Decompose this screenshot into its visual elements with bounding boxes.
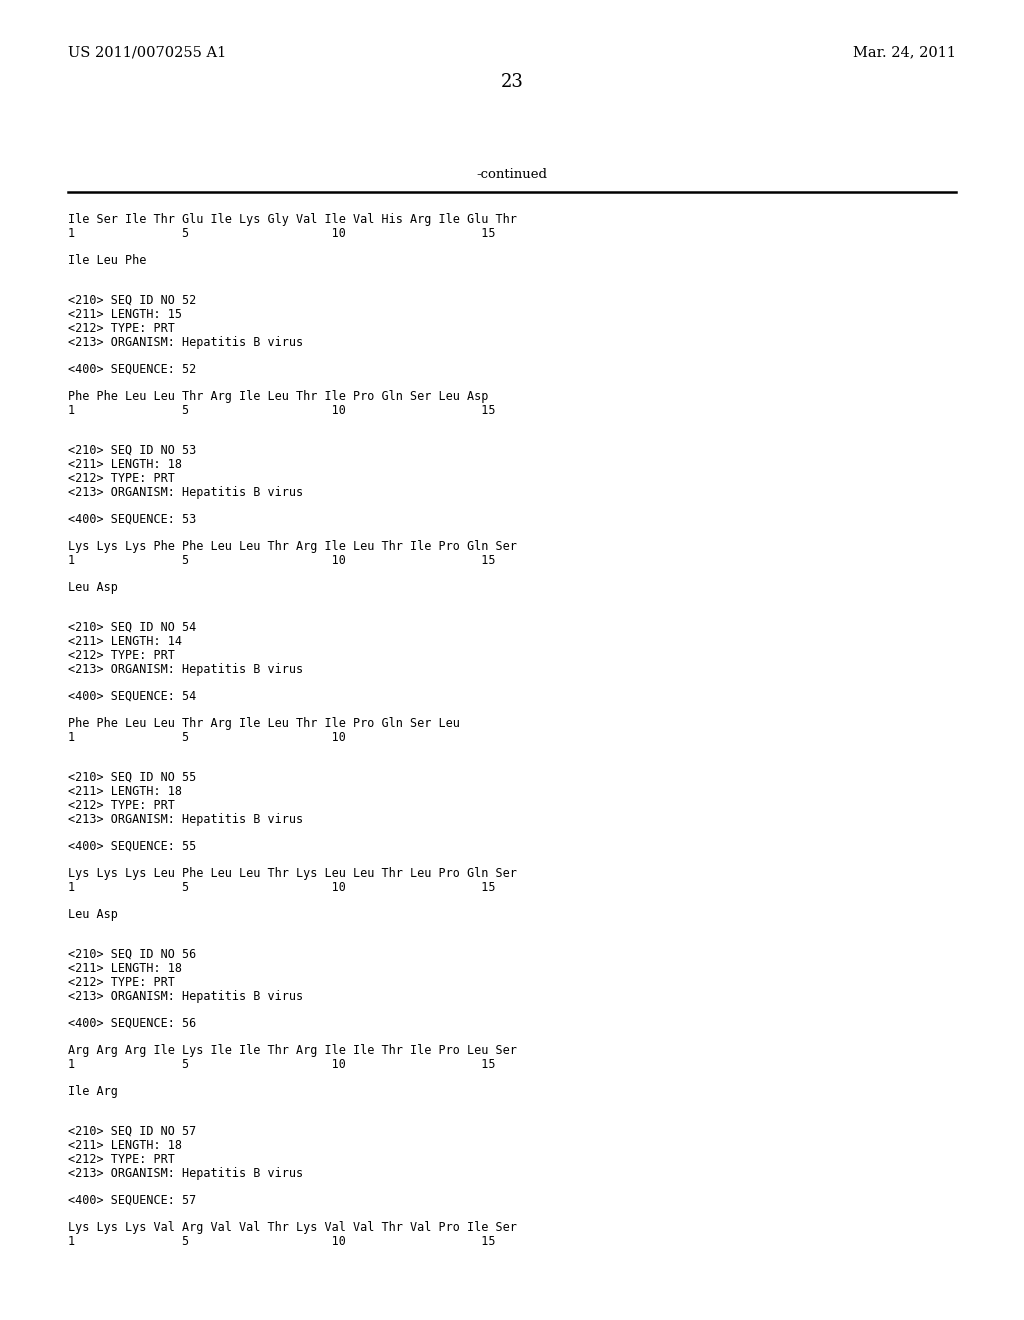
Text: <212> TYPE: PRT: <212> TYPE: PRT xyxy=(68,975,175,989)
Text: -continued: -continued xyxy=(476,169,548,181)
Text: US 2011/0070255 A1: US 2011/0070255 A1 xyxy=(68,45,226,59)
Text: <213> ORGANISM: Hepatitis B virus: <213> ORGANISM: Hepatitis B virus xyxy=(68,813,303,826)
Text: Ile Leu Phe: Ile Leu Phe xyxy=(68,253,146,267)
Text: <212> TYPE: PRT: <212> TYPE: PRT xyxy=(68,473,175,484)
Text: <400> SEQUENCE: 55: <400> SEQUENCE: 55 xyxy=(68,840,197,853)
Text: 1               5                    10                   15: 1 5 10 15 xyxy=(68,404,496,417)
Text: Leu Asp: Leu Asp xyxy=(68,908,118,921)
Text: <213> ORGANISM: Hepatitis B virus: <213> ORGANISM: Hepatitis B virus xyxy=(68,990,303,1003)
Text: Leu Asp: Leu Asp xyxy=(68,581,118,594)
Text: <210> SEQ ID NO 54: <210> SEQ ID NO 54 xyxy=(68,620,197,634)
Text: 23: 23 xyxy=(501,73,523,91)
Text: <211> LENGTH: 18: <211> LENGTH: 18 xyxy=(68,458,182,471)
Text: <212> TYPE: PRT: <212> TYPE: PRT xyxy=(68,1152,175,1166)
Text: <210> SEQ ID NO 52: <210> SEQ ID NO 52 xyxy=(68,294,197,308)
Text: <211> LENGTH: 18: <211> LENGTH: 18 xyxy=(68,1139,182,1152)
Text: 1               5                    10                   15: 1 5 10 15 xyxy=(68,554,496,568)
Text: <212> TYPE: PRT: <212> TYPE: PRT xyxy=(68,799,175,812)
Text: 1               5                    10                   15: 1 5 10 15 xyxy=(68,227,496,240)
Text: <212> TYPE: PRT: <212> TYPE: PRT xyxy=(68,322,175,335)
Text: Phe Phe Leu Leu Thr Arg Ile Leu Thr Ile Pro Gln Ser Leu: Phe Phe Leu Leu Thr Arg Ile Leu Thr Ile … xyxy=(68,717,460,730)
Text: <211> LENGTH: 18: <211> LENGTH: 18 xyxy=(68,785,182,799)
Text: <400> SEQUENCE: 54: <400> SEQUENCE: 54 xyxy=(68,690,197,704)
Text: Ile Ser Ile Thr Glu Ile Lys Gly Val Ile Val His Arg Ile Glu Thr: Ile Ser Ile Thr Glu Ile Lys Gly Val Ile … xyxy=(68,213,517,226)
Text: <210> SEQ ID NO 53: <210> SEQ ID NO 53 xyxy=(68,444,197,457)
Text: 1               5                    10: 1 5 10 xyxy=(68,731,346,744)
Text: Phe Phe Leu Leu Thr Arg Ile Leu Thr Ile Pro Gln Ser Leu Asp: Phe Phe Leu Leu Thr Arg Ile Leu Thr Ile … xyxy=(68,389,488,403)
Text: <210> SEQ ID NO 56: <210> SEQ ID NO 56 xyxy=(68,948,197,961)
Text: Mar. 24, 2011: Mar. 24, 2011 xyxy=(853,45,956,59)
Text: <213> ORGANISM: Hepatitis B virus: <213> ORGANISM: Hepatitis B virus xyxy=(68,337,303,348)
Text: <212> TYPE: PRT: <212> TYPE: PRT xyxy=(68,649,175,663)
Text: <210> SEQ ID NO 55: <210> SEQ ID NO 55 xyxy=(68,771,197,784)
Text: <213> ORGANISM: Hepatitis B virus: <213> ORGANISM: Hepatitis B virus xyxy=(68,486,303,499)
Text: <211> LENGTH: 14: <211> LENGTH: 14 xyxy=(68,635,182,648)
Text: <400> SEQUENCE: 57: <400> SEQUENCE: 57 xyxy=(68,1195,197,1206)
Text: Lys Lys Lys Phe Phe Leu Leu Thr Arg Ile Leu Thr Ile Pro Gln Ser: Lys Lys Lys Phe Phe Leu Leu Thr Arg Ile … xyxy=(68,540,517,553)
Text: 1               5                    10                   15: 1 5 10 15 xyxy=(68,1059,496,1071)
Text: <213> ORGANISM: Hepatitis B virus: <213> ORGANISM: Hepatitis B virus xyxy=(68,663,303,676)
Text: <213> ORGANISM: Hepatitis B virus: <213> ORGANISM: Hepatitis B virus xyxy=(68,1167,303,1180)
Text: 1               5                    10                   15: 1 5 10 15 xyxy=(68,1236,496,1247)
Text: <400> SEQUENCE: 53: <400> SEQUENCE: 53 xyxy=(68,513,197,525)
Text: 1               5                    10                   15: 1 5 10 15 xyxy=(68,880,496,894)
Text: <400> SEQUENCE: 52: <400> SEQUENCE: 52 xyxy=(68,363,197,376)
Text: <211> LENGTH: 18: <211> LENGTH: 18 xyxy=(68,962,182,975)
Text: <211> LENGTH: 15: <211> LENGTH: 15 xyxy=(68,308,182,321)
Text: <210> SEQ ID NO 57: <210> SEQ ID NO 57 xyxy=(68,1125,197,1138)
Text: <400> SEQUENCE: 56: <400> SEQUENCE: 56 xyxy=(68,1016,197,1030)
Text: Lys Lys Lys Val Arg Val Val Thr Lys Val Val Thr Val Pro Ile Ser: Lys Lys Lys Val Arg Val Val Thr Lys Val … xyxy=(68,1221,517,1234)
Text: Lys Lys Lys Leu Phe Leu Leu Thr Lys Leu Leu Thr Leu Pro Gln Ser: Lys Lys Lys Leu Phe Leu Leu Thr Lys Leu … xyxy=(68,867,517,880)
Text: Ile Arg: Ile Arg xyxy=(68,1085,118,1098)
Text: Arg Arg Arg Ile Lys Ile Ile Thr Arg Ile Ile Thr Ile Pro Leu Ser: Arg Arg Arg Ile Lys Ile Ile Thr Arg Ile … xyxy=(68,1044,517,1057)
